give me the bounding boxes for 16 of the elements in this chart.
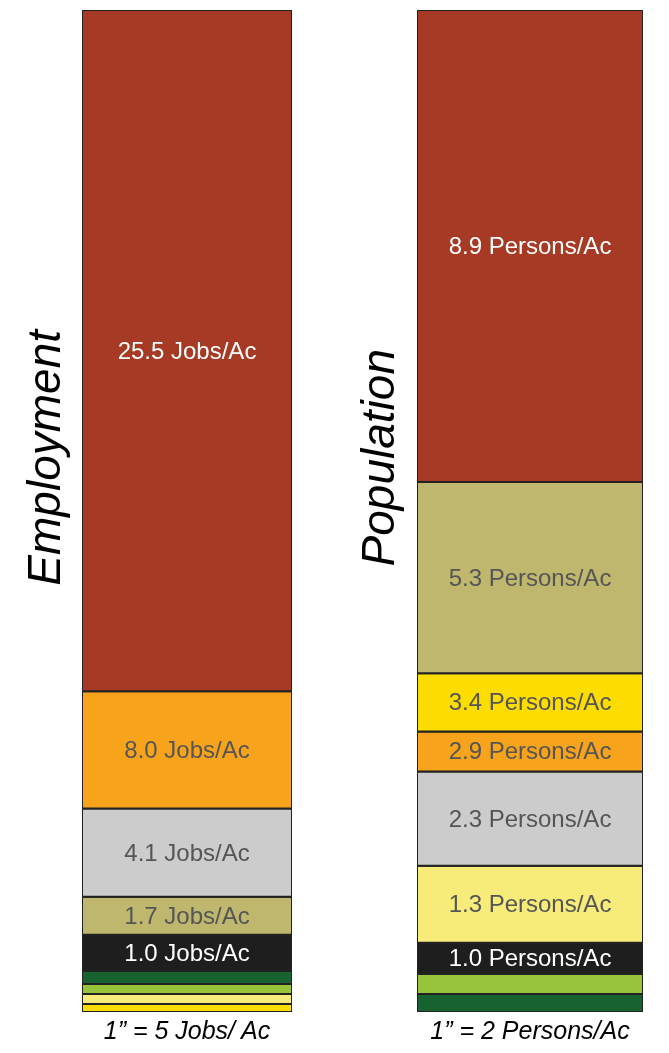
annotation: 2.9 Persons/Ac xyxy=(447,736,613,767)
annotation: 2.3 Persons/Ac xyxy=(447,803,613,834)
annotation: 1.0 Persons/Ac xyxy=(417,943,643,974)
annotation: 1.0 Jobs/Ac xyxy=(123,937,251,968)
annotation: 8.9 Persons/Ac xyxy=(447,230,613,261)
annotation: 8.0 Jobs/Ac xyxy=(123,734,251,765)
annotation: 4.1 Jobs/Ac xyxy=(123,837,251,868)
y-axis-title: Employment xyxy=(17,330,71,586)
annotation: 3.4 Persons/Ac xyxy=(447,687,613,718)
annotation: 5.3 Persons/Ac xyxy=(447,562,613,593)
y-axis-title: Population xyxy=(351,349,405,567)
annotation: 1.3 Persons/Ac xyxy=(447,889,613,920)
annotation: 25.5 Jobs/Ac xyxy=(116,335,258,366)
x-axis-title: 1” = 5 Jobs/ Ac xyxy=(102,1016,272,1044)
annotation: 1.7 Jobs/Ac xyxy=(123,900,251,931)
x-axis-title: 1” = 2 Persons/Ac xyxy=(429,1016,631,1044)
